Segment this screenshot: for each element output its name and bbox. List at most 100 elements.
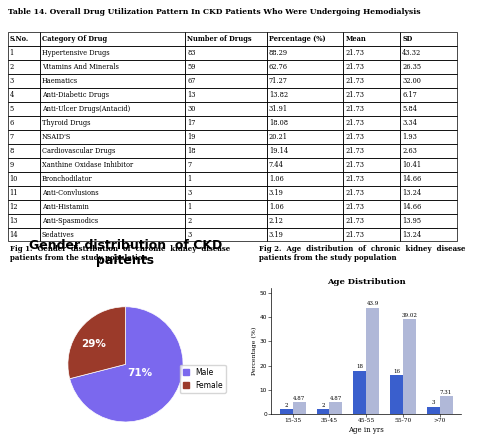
Text: 2: 2	[187, 217, 192, 225]
X-axis label: Age in yrs: Age in yrs	[348, 426, 384, 434]
Text: 3.19: 3.19	[269, 189, 284, 197]
Bar	[40, 214, 185, 228]
Text: 9: 9	[10, 161, 14, 169]
Text: 13.24: 13.24	[402, 189, 421, 197]
Text: 1.06: 1.06	[269, 202, 284, 210]
Wedge shape	[70, 307, 183, 422]
Text: 10.41: 10.41	[402, 161, 421, 169]
Bar	[40, 228, 185, 241]
Text: 21.73: 21.73	[345, 202, 364, 210]
Bar	[8, 214, 40, 228]
Bar	[343, 46, 400, 60]
Y-axis label: Percentage (%): Percentage (%)	[251, 327, 257, 375]
Bar	[185, 144, 267, 158]
Text: 3: 3	[431, 400, 435, 405]
Bar	[267, 228, 343, 241]
Bar	[267, 214, 343, 228]
Bar	[8, 116, 40, 130]
Text: 10: 10	[10, 175, 18, 183]
Text: 1: 1	[187, 202, 192, 210]
Bar	[40, 144, 185, 158]
Title: Gender distribution  of CKD
paitents: Gender distribution of CKD paitents	[29, 239, 222, 267]
Bar	[267, 74, 343, 88]
Text: 4.87: 4.87	[293, 396, 305, 401]
Bar	[343, 214, 400, 228]
Bar	[8, 144, 40, 158]
Text: 6: 6	[10, 119, 14, 127]
Text: Vitamins And Minerals: Vitamins And Minerals	[42, 63, 118, 71]
Bar	[185, 60, 267, 74]
Bar	[400, 130, 457, 144]
Bar	[267, 130, 343, 144]
Text: Percentage (%): Percentage (%)	[269, 35, 326, 43]
Bar	[40, 102, 185, 116]
Text: 14.66: 14.66	[402, 175, 421, 183]
Bar	[403, 319, 416, 414]
Text: 1.93: 1.93	[402, 133, 417, 141]
Text: 7.31: 7.31	[440, 390, 452, 395]
Bar	[8, 88, 40, 102]
Bar	[8, 32, 40, 46]
Bar	[353, 370, 366, 414]
Text: Anti-Histamin: Anti-Histamin	[42, 202, 89, 210]
Text: 13: 13	[187, 91, 196, 99]
Text: Mean: Mean	[345, 35, 366, 43]
Bar	[267, 144, 343, 158]
Bar	[267, 88, 343, 102]
Text: 21.73: 21.73	[345, 49, 364, 57]
Bar	[427, 407, 439, 414]
Bar	[40, 60, 185, 74]
Text: Anti-Diabetic Drugs: Anti-Diabetic Drugs	[42, 91, 108, 99]
Bar	[8, 186, 40, 200]
Text: 7: 7	[10, 133, 14, 141]
Bar	[8, 130, 40, 144]
Text: 43.32: 43.32	[402, 49, 421, 57]
Text: 5.84: 5.84	[402, 105, 417, 113]
Text: 11: 11	[10, 189, 18, 197]
Bar	[40, 32, 185, 46]
Bar	[343, 158, 400, 172]
Bar	[185, 32, 267, 46]
Text: 18: 18	[356, 364, 363, 369]
Bar	[185, 88, 267, 102]
Bar	[185, 200, 267, 214]
Bar	[280, 409, 293, 414]
Bar	[8, 46, 40, 60]
Text: 88.29: 88.29	[269, 49, 288, 57]
Text: SD: SD	[402, 35, 412, 43]
Text: 13.95: 13.95	[402, 217, 421, 225]
Text: 21.73: 21.73	[345, 105, 364, 113]
Bar	[400, 116, 457, 130]
Text: Table 14. Overall Drug Utilization Pattern In CKD Patients Who Were Undergoing H: Table 14. Overall Drug Utilization Patte…	[8, 8, 420, 16]
Bar	[8, 158, 40, 172]
Text: 8: 8	[10, 147, 14, 155]
Text: 71%: 71%	[128, 368, 152, 378]
Text: 29%: 29%	[81, 339, 106, 349]
Text: 30: 30	[187, 105, 196, 113]
Text: 13.24: 13.24	[402, 230, 421, 238]
Text: 67: 67	[187, 77, 196, 85]
Text: 21.73: 21.73	[345, 133, 364, 141]
Text: Sedatives: Sedatives	[42, 230, 75, 238]
Text: 1: 1	[10, 49, 14, 57]
Text: 20.21: 20.21	[269, 133, 288, 141]
Bar	[185, 172, 267, 186]
Text: Anti-Convlusions: Anti-Convlusions	[42, 189, 98, 197]
Text: Anti-Spasmodics: Anti-Spasmodics	[42, 217, 98, 225]
Text: Hypertensive Drugs: Hypertensive Drugs	[42, 49, 109, 57]
Text: 32.00: 32.00	[402, 77, 421, 85]
Text: 43.9: 43.9	[366, 301, 379, 306]
Bar	[185, 46, 267, 60]
Text: 21.73: 21.73	[345, 91, 364, 99]
Text: 21.73: 21.73	[345, 217, 364, 225]
Bar	[400, 214, 457, 228]
Text: 7.44: 7.44	[269, 161, 284, 169]
Bar	[400, 32, 457, 46]
Bar	[400, 158, 457, 172]
Bar	[400, 200, 457, 214]
Bar	[40, 186, 185, 200]
Text: Anti-Ulcer Drugs(Antacid): Anti-Ulcer Drugs(Antacid)	[42, 105, 130, 113]
Text: 26.35: 26.35	[402, 63, 421, 71]
Bar	[185, 130, 267, 144]
Bar	[343, 32, 400, 46]
